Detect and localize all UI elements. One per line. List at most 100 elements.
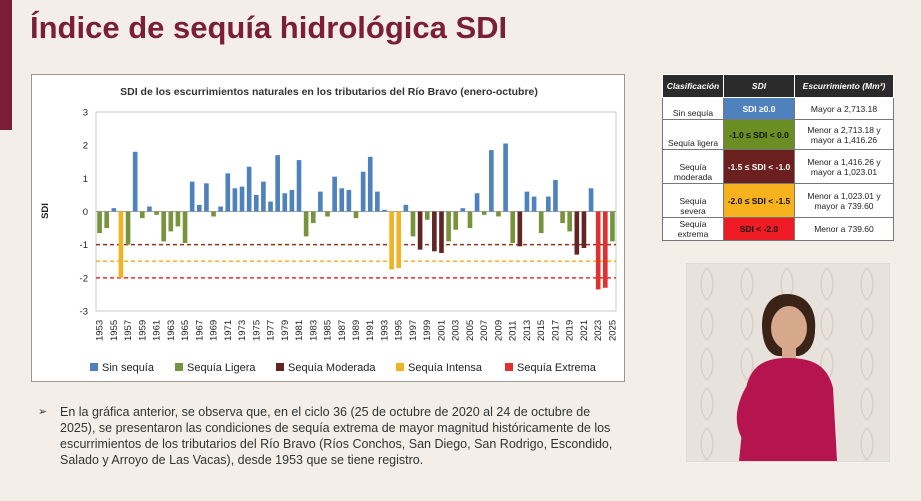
bar-2004 (460, 208, 466, 212)
x-tick-label: 2019 (565, 320, 576, 341)
x-tick-label: 1973 (237, 320, 248, 341)
x-tick-label: 1969 (209, 320, 220, 341)
x-tick-label: 2023 (593, 320, 604, 341)
sign-language-interpreter-video (686, 263, 890, 462)
bar-1961 (154, 211, 159, 215)
x-tick-label: 2015 (536, 320, 547, 341)
interpreter-figure (687, 264, 889, 461)
x-tick-label: 1985 (323, 320, 334, 341)
x-tick-label: 2017 (550, 320, 561, 341)
x-tick-label: 1965 (180, 320, 191, 341)
bar-1977 (268, 201, 273, 212)
legend-swatch (175, 363, 183, 371)
note-paragraph: ➢ En la gráfica anterior, se observa que… (38, 404, 618, 468)
x-tick-label: 1961 (152, 320, 163, 341)
bar-1989 (353, 211, 359, 219)
bar-1954 (104, 211, 109, 229)
runoff-cell: Menor a 1,023.01 y mayor a 739.60 (794, 183, 894, 218)
y-tick-label: -1 (80, 240, 88, 251)
x-tick-label: 1993 (379, 320, 390, 341)
bar-2025 (610, 211, 615, 242)
table-row: Sequía extrema SDI < -2.0 Menor a 739.60 (662, 217, 894, 241)
x-tick-label: 2001 (436, 320, 447, 341)
bar-2008 (489, 150, 494, 212)
x-tick-label: 1975 (251, 320, 262, 341)
bar-2009 (496, 211, 501, 217)
y-tick-label: -2 (80, 273, 88, 284)
bar-1973 (239, 186, 245, 212)
legend-swatch (90, 363, 98, 371)
x-tick-label: 2007 (479, 320, 490, 341)
x-tick-label: 1967 (194, 320, 205, 341)
bar-2014 (531, 196, 537, 212)
bar-1953 (97, 211, 102, 234)
bar-1959 (139, 211, 145, 219)
runoff-cell: Menor a 1,416.26 y mayor a 1,023.01 (794, 149, 894, 184)
bar-2015 (538, 211, 544, 234)
table-row: Sequía ligera -1.0 ≤ SDI < 0.0 Menor a 2,7… (662, 119, 894, 150)
legend-label: Sequía Intensa (408, 362, 483, 374)
chart-legend: Sin sequía Sequía Ligera Sequía Moderada Se… (90, 362, 597, 374)
note-text: En la gráfica anterior, se observa que, … (60, 405, 613, 467)
brand-accent-bar (0, 0, 12, 130)
bar-1991 (367, 156, 373, 212)
x-tick-label: 1997 (408, 320, 419, 341)
legend-label: Sequía Extrema (517, 362, 597, 374)
legend-label: Sin sequía (102, 362, 155, 374)
bar-2021 (581, 211, 587, 248)
bar-2020 (574, 211, 580, 255)
x-tick-label: 1987 (337, 320, 348, 341)
x-tick-label: 1989 (351, 320, 362, 341)
bar-1958 (132, 151, 138, 212)
y-tick-label: -3 (80, 307, 88, 318)
header-classification: Clasificación (662, 74, 724, 98)
x-tick-label: 2013 (522, 320, 533, 341)
bar-1966 (189, 181, 195, 212)
bar-1984 (318, 191, 323, 212)
x-tick-label: 1971 (223, 320, 234, 341)
bar-1999 (424, 211, 430, 220)
table-row: Sin sequía SDI ≥0.0 Mayor a 2,713.18 (662, 97, 894, 120)
table-row: Sequía moderada -1.5 ≤ SDI < -1.0 Menor a … (662, 149, 894, 184)
bar-1969 (211, 211, 216, 217)
bar-2000 (432, 211, 437, 252)
bar-1968 (204, 183, 209, 212)
y-tick-label: 2 (83, 141, 88, 152)
bar-2002 (446, 211, 451, 242)
x-tick-label: 1959 (137, 320, 148, 341)
bar-2010 (503, 143, 508, 212)
x-tick-label: 2009 (493, 320, 504, 341)
bar-1996 (403, 204, 409, 212)
bar-1955 (111, 208, 117, 212)
bar-1994 (389, 211, 394, 270)
bar-1997 (410, 211, 416, 237)
x-tick-label: 2011 (508, 321, 519, 341)
bar-2018 (560, 211, 565, 224)
sdi-range-cell: -1.0 ≤ SDI < 0.0 (723, 119, 795, 150)
sdi-chart: SDI de los escurrimientos naturales en l… (31, 74, 625, 382)
classification-cell: Sequía moderada (662, 149, 724, 184)
bar-1967 (196, 204, 202, 212)
bar-1981 (296, 160, 302, 212)
bar-2013 (524, 191, 530, 212)
bar-1987 (339, 188, 345, 212)
bar-1988 (346, 189, 352, 212)
chart-bars (97, 143, 615, 290)
bar-1998 (417, 211, 423, 250)
x-tick-label: 1977 (266, 320, 277, 341)
y-axis-label: SDI (40, 203, 51, 219)
bar-1975 (253, 194, 259, 212)
bar-1956 (118, 211, 124, 278)
chart-title: SDI de los escurrimientos naturales en l… (120, 86, 538, 98)
bar-2003 (453, 211, 459, 230)
bar-1985 (325, 211, 330, 217)
sdi-range-cell: SDI < -2.0 (723, 217, 795, 241)
legend-swatch (396, 363, 404, 371)
bar-2024 (603, 211, 608, 288)
y-tick-label: 0 (83, 207, 88, 218)
x-tick-label: 2021 (579, 320, 590, 341)
bar-2005 (467, 211, 473, 229)
classification-table: Clasificación SDI Escurrimiento (Mm³) Si… (662, 74, 894, 241)
table-header-row: Clasificación SDI Escurrimiento (Mm³) (662, 74, 894, 98)
runoff-cell: Menor a 2,713.18 y mayor a 1,416.26 (794, 119, 894, 150)
